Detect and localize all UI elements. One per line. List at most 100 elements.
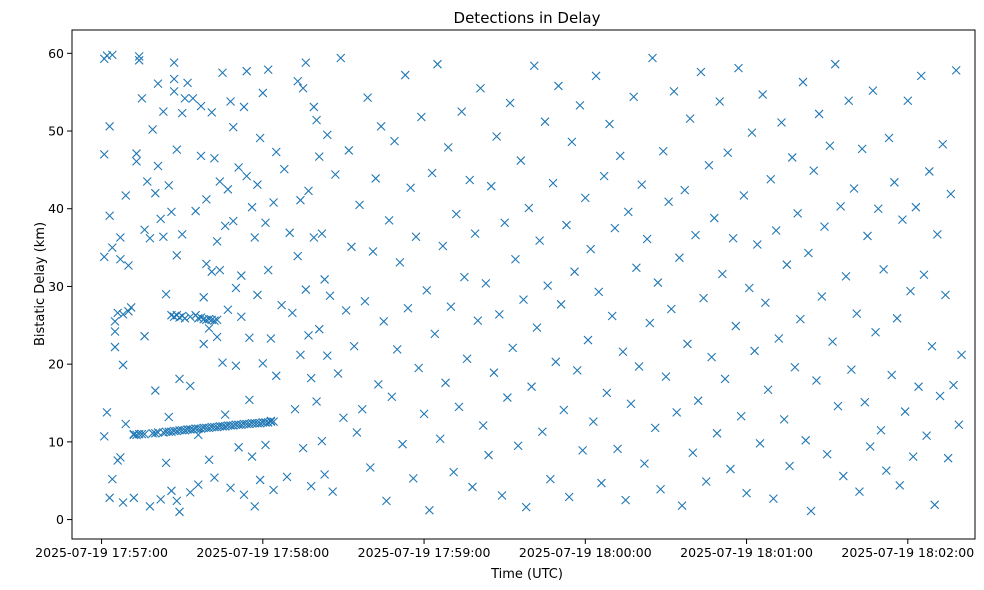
data-point <box>258 88 268 98</box>
data-point <box>650 423 660 433</box>
data-point <box>623 207 633 217</box>
data-point <box>266 417 276 427</box>
data-point <box>828 337 837 347</box>
data-point <box>239 102 249 112</box>
data-point <box>320 470 330 479</box>
x-tick-label: 2025-07-19 17:58:00 <box>196 545 329 560</box>
data-point <box>505 98 515 108</box>
data-point <box>580 193 590 203</box>
data-point <box>656 484 665 494</box>
y-tick-label: 40 <box>48 201 64 216</box>
data-point <box>282 472 292 482</box>
data-point <box>954 420 964 430</box>
data-point <box>484 450 493 460</box>
data-point <box>537 427 547 437</box>
data-point <box>820 222 829 231</box>
data-point <box>325 291 335 301</box>
data-point <box>102 407 112 417</box>
data-point <box>158 107 168 116</box>
data-point <box>941 290 950 300</box>
data-point <box>175 374 184 384</box>
data-point <box>844 96 854 106</box>
data-point <box>201 195 211 204</box>
data-point <box>881 466 891 476</box>
data-point <box>511 254 520 264</box>
data-point <box>169 74 179 84</box>
data-point <box>688 448 698 458</box>
data-point <box>680 185 690 195</box>
data-point <box>210 473 219 482</box>
y-axis-label: Bistatic Delay (km) <box>33 222 48 346</box>
data-point <box>118 360 128 370</box>
data-point <box>677 501 687 510</box>
data-point <box>852 309 862 319</box>
data-point <box>223 184 233 194</box>
data-point <box>167 486 176 496</box>
data-point <box>425 505 434 515</box>
data-point <box>244 333 254 343</box>
data-point <box>508 343 518 353</box>
data-point <box>296 195 305 205</box>
data-point <box>365 463 375 472</box>
data-point <box>704 160 714 170</box>
data-point <box>871 327 880 337</box>
data-point <box>279 164 289 174</box>
data-point <box>333 369 343 378</box>
data-point <box>290 404 300 414</box>
data-point <box>242 171 252 181</box>
data-point <box>634 362 644 371</box>
data-point <box>433 59 442 69</box>
data-point <box>164 412 174 422</box>
data-point <box>731 321 741 331</box>
data-point <box>306 373 316 383</box>
data-point <box>317 229 327 238</box>
data-point <box>924 167 934 176</box>
data-point <box>825 141 835 151</box>
data-point <box>406 183 416 193</box>
data-point <box>236 312 246 322</box>
data-point <box>250 501 260 511</box>
data-point <box>124 261 133 270</box>
data-point <box>236 271 246 280</box>
data-point <box>349 341 359 351</box>
data-point <box>564 492 574 502</box>
data-point <box>212 315 222 325</box>
data-point <box>371 174 381 183</box>
data-point <box>390 136 399 146</box>
data-point <box>105 121 115 131</box>
data-point <box>403 303 413 313</box>
data-point <box>777 118 786 127</box>
data-point <box>849 184 859 193</box>
data-point <box>492 132 502 141</box>
data-point <box>610 223 620 233</box>
data-point <box>298 443 308 453</box>
data-point <box>502 393 512 402</box>
data-point <box>459 272 469 282</box>
data-point <box>107 474 117 484</box>
data-point <box>949 380 958 390</box>
data-point <box>750 346 760 356</box>
x-axis: 2025-07-19 17:57:00 2025-07-19 17:58:00 20… <box>35 539 974 560</box>
data-point <box>699 293 708 303</box>
data-point <box>99 252 109 262</box>
data-point <box>774 334 784 343</box>
data-point <box>379 317 389 326</box>
data-point <box>661 372 671 381</box>
data-point <box>943 453 953 463</box>
data-point <box>863 231 872 241</box>
data-point <box>629 92 639 102</box>
data-point <box>782 260 792 270</box>
data-point <box>812 376 821 385</box>
data-point <box>790 362 800 372</box>
data-point <box>167 207 176 217</box>
data-point <box>336 53 346 63</box>
data-point <box>575 100 585 110</box>
data-point <box>231 361 241 371</box>
data-point <box>430 329 440 339</box>
data-point <box>140 225 149 235</box>
data-point <box>253 180 262 190</box>
data-point <box>107 243 117 252</box>
data-point <box>231 283 241 293</box>
y-axis: 0 10 20 30 40 50 60 <box>48 46 72 527</box>
data-point <box>648 53 657 63</box>
